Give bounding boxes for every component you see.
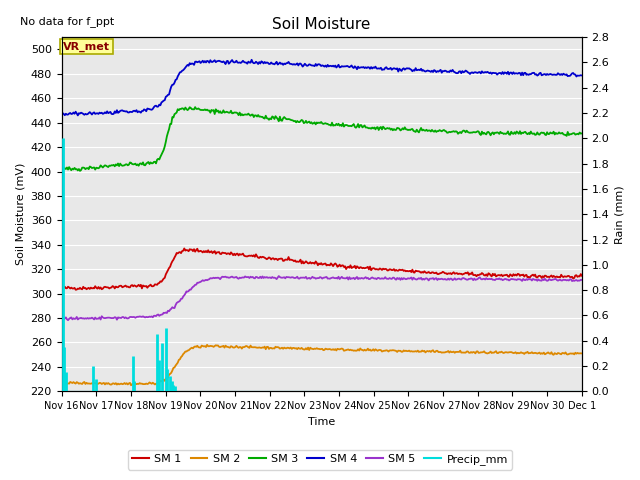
Legend: SM 1, SM 2, SM 3, SM 4, SM 5, Precip_mm: SM 1, SM 2, SM 3, SM 4, SM 5, Precip_mm [128, 450, 512, 469]
Title: Soil Moisture: Soil Moisture [273, 17, 371, 32]
Text: VR_met: VR_met [63, 41, 110, 52]
Y-axis label: Rain (mm): Rain (mm) [615, 185, 625, 243]
Y-axis label: Soil Moisture (mV): Soil Moisture (mV) [15, 163, 25, 265]
X-axis label: Time: Time [308, 417, 335, 427]
Text: No data for f_ppt: No data for f_ppt [20, 16, 114, 27]
